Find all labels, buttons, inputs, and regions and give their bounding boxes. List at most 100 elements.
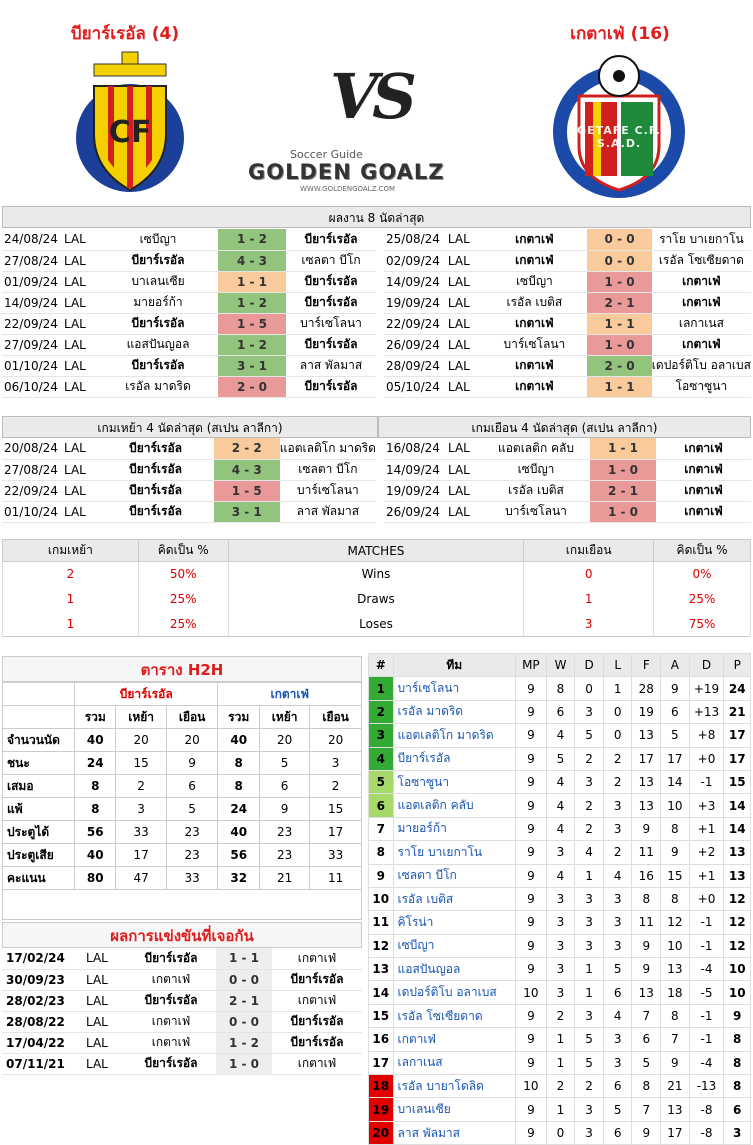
league-code: LAL (442, 501, 482, 523)
standings-cell: 2 (602, 840, 633, 865)
standings-cell: 6 (602, 1074, 633, 1099)
standings-cell: 7 (631, 1097, 662, 1122)
meetings-title: ผลการแข่งขันที่เจอกัน (2, 922, 362, 948)
score: 3 - 1 (213, 501, 280, 523)
standings-team: เรอัล โซเซียดาด (392, 1003, 517, 1029)
h2h-cell: 20 (115, 728, 167, 752)
league-code: LAL (441, 271, 482, 293)
result-row: 28/09/24 LAL เกตาเฟ่ 2 - 0 เดปอร์ติโบ อลาเบส (384, 355, 751, 377)
standings-cell: 3 (574, 886, 604, 912)
standings-cell: 17 (723, 723, 751, 748)
standings-cell: 9 (515, 723, 547, 748)
standings-cell: 0 (545, 1120, 576, 1145)
standings-cell: 11 (631, 910, 662, 935)
match-date: 20/08/24 (2, 438, 58, 460)
meeting-away: เกตาเฟ่ (272, 948, 362, 970)
away-side: แอตเลติโก มาดริด (279, 438, 376, 460)
meeting-score: 0 - 0 (216, 1011, 272, 1033)
league-code: LAL (82, 1053, 126, 1075)
result-row: 06/10/24 LAL เรอัล มาดริด 2 - 0 บียาร์เรอัล (2, 376, 376, 398)
away-side: เกตาเฟ่ (651, 334, 751, 356)
standings-cell: 10 (368, 886, 394, 912)
standings-cell: 9 (368, 863, 394, 888)
standings-cell: 3 (574, 1097, 604, 1122)
standings-row: 17 เลกาเนส 9 1 5 3 5 9 -4 8 (368, 1050, 751, 1076)
h2h-corner (2, 682, 75, 706)
h2h-cell: ประตูได้ (2, 820, 75, 844)
h2h-cell: 40 (217, 820, 260, 844)
league-code: LAL (58, 250, 98, 272)
meeting-home: บียาร์เรอัล (126, 990, 216, 1012)
score: 1 - 1 (587, 376, 652, 398)
home-side: บียาร์เรอัล (98, 313, 218, 335)
standings-cell: 1 (574, 957, 604, 982)
standings-cell: 5 (574, 1050, 604, 1076)
score: 1 - 2 (218, 334, 286, 356)
h2h-cell: 2 (309, 774, 362, 798)
away-side: เกตาเฟ่ (651, 271, 751, 293)
standings-team: เซบีญา (392, 933, 517, 959)
last4-home-table: 20/08/24 LAL บียาร์เรอัล 2 - 2 แอตเลติโก มาด… (2, 438, 376, 523)
result-row: 26/09/24 LAL บาร์เซโลนา 1 - 0 เกตาเฟ่ (384, 334, 751, 356)
standings-cell: -1 (688, 910, 725, 935)
summary-table: เกมเหย้า คิดเป็น % MATCHES เกมเยือน คิดเป็น … (2, 539, 751, 637)
last4-away-table: 16/08/24 LAL แอตเลติก คลับ 1 - 1 เกตาเฟ่ 14/0… (384, 438, 751, 523)
standings-cell: -8 (688, 1097, 725, 1122)
away-side: เซลตา บีโก (286, 250, 376, 272)
standings-cell: 3 (545, 933, 576, 959)
meeting-date: 07/11/21 (2, 1053, 82, 1075)
standings-cell: 9 (631, 933, 662, 959)
standings-cell: 6 (631, 1027, 662, 1052)
home-side: เซบีญา (482, 459, 590, 481)
away-side: เลกาเนส (651, 313, 751, 335)
h2h-col-header: เหย้า (115, 705, 167, 729)
home-side: บาเลนเซีย (98, 271, 218, 293)
score: 4 - 3 (213, 459, 280, 481)
h2h-row: คะแนน 80 47 33 32 21 11 (2, 866, 362, 890)
brand-logo: GOLDEN GOALZ (248, 160, 445, 184)
getafe-crest-icon (553, 55, 685, 198)
meetings-table: 17/02/24 LAL บียาร์เรอัล 1 - 1 เกตาเฟ่ 30/09/… (2, 948, 362, 1075)
score: 1 - 0 (587, 271, 652, 293)
league-code: LAL (441, 334, 482, 356)
standings-cell: 21 (723, 699, 751, 725)
standings-cell: 9 (515, 699, 547, 725)
standings-cell: 3 (602, 886, 633, 912)
standings-cell: 3 (574, 933, 604, 959)
result-row: 19/09/24 LAL เรอัล เบติส 2 - 1 เกตาเฟ่ (384, 480, 751, 502)
home-side: บียาร์เรอัล (97, 459, 214, 481)
meeting-away: บียาร์เรอัล (272, 1011, 362, 1033)
standings-row: 1 บาร์เซโลนา 9 8 0 1 28 9 +19 24 (368, 676, 751, 701)
standings-cell: 4 (545, 793, 576, 818)
h2h-cell: 47 (115, 866, 167, 890)
match-date: 06/10/24 (2, 376, 58, 398)
h2h-cell: 20 (309, 728, 362, 752)
standings-cell: 3 (723, 1120, 751, 1145)
standings-cell: 10 (660, 933, 690, 959)
meeting-score: 1 - 2 (216, 1032, 272, 1054)
standings-cell: 5 (368, 769, 394, 795)
standings-cell: 14 (660, 769, 690, 795)
standings-cell: +0 (688, 746, 725, 771)
h2h-cell: 23 (258, 820, 311, 844)
meeting-home: เกตาเฟ่ (126, 969, 216, 991)
standings-cell: 2 (574, 793, 604, 818)
standings-cell: 9 (515, 886, 547, 912)
standings-cell: 4 (545, 769, 576, 795)
h2h-cell: จำนวนนัด (2, 728, 75, 752)
standings-cell: 24 (723, 676, 751, 701)
standings-cell: 20 (368, 1120, 394, 1145)
h2h-table: บียาร์เรอัล เกตาเฟ่ รวม เหย้า เยือน รวม เหย้าเ… (2, 682, 362, 920)
standings-row: 9 เซลตา บีโก 9 4 1 4 16 15 +1 13 (368, 863, 751, 888)
result-row: 01/10/24 LAL บียาร์เรอัล 3 - 1 ลาส พัลมาส (2, 355, 376, 377)
match-date: 01/09/24 (2, 271, 58, 293)
last8-away-table: 25/08/24 LAL เกตาเฟ่ 0 - 0 ราโย บาเยกาโน 02/0… (384, 229, 751, 398)
result-row: 02/09/24 LAL เกตาเฟ่ 0 - 0 เรอัล โซเซียดาด (384, 250, 751, 272)
match-date: 26/09/24 (384, 334, 442, 356)
standings-cell: 1 (545, 1027, 576, 1052)
league-code: LAL (442, 480, 482, 502)
standings-row: 18 เรอัล บายาโดลิด 10 2 2 6 8 21 -13 8 (368, 1074, 751, 1099)
standings-cell: 3 (545, 886, 576, 912)
standings-cell: 10 (515, 980, 547, 1005)
standings-cell: 13 (660, 957, 690, 982)
